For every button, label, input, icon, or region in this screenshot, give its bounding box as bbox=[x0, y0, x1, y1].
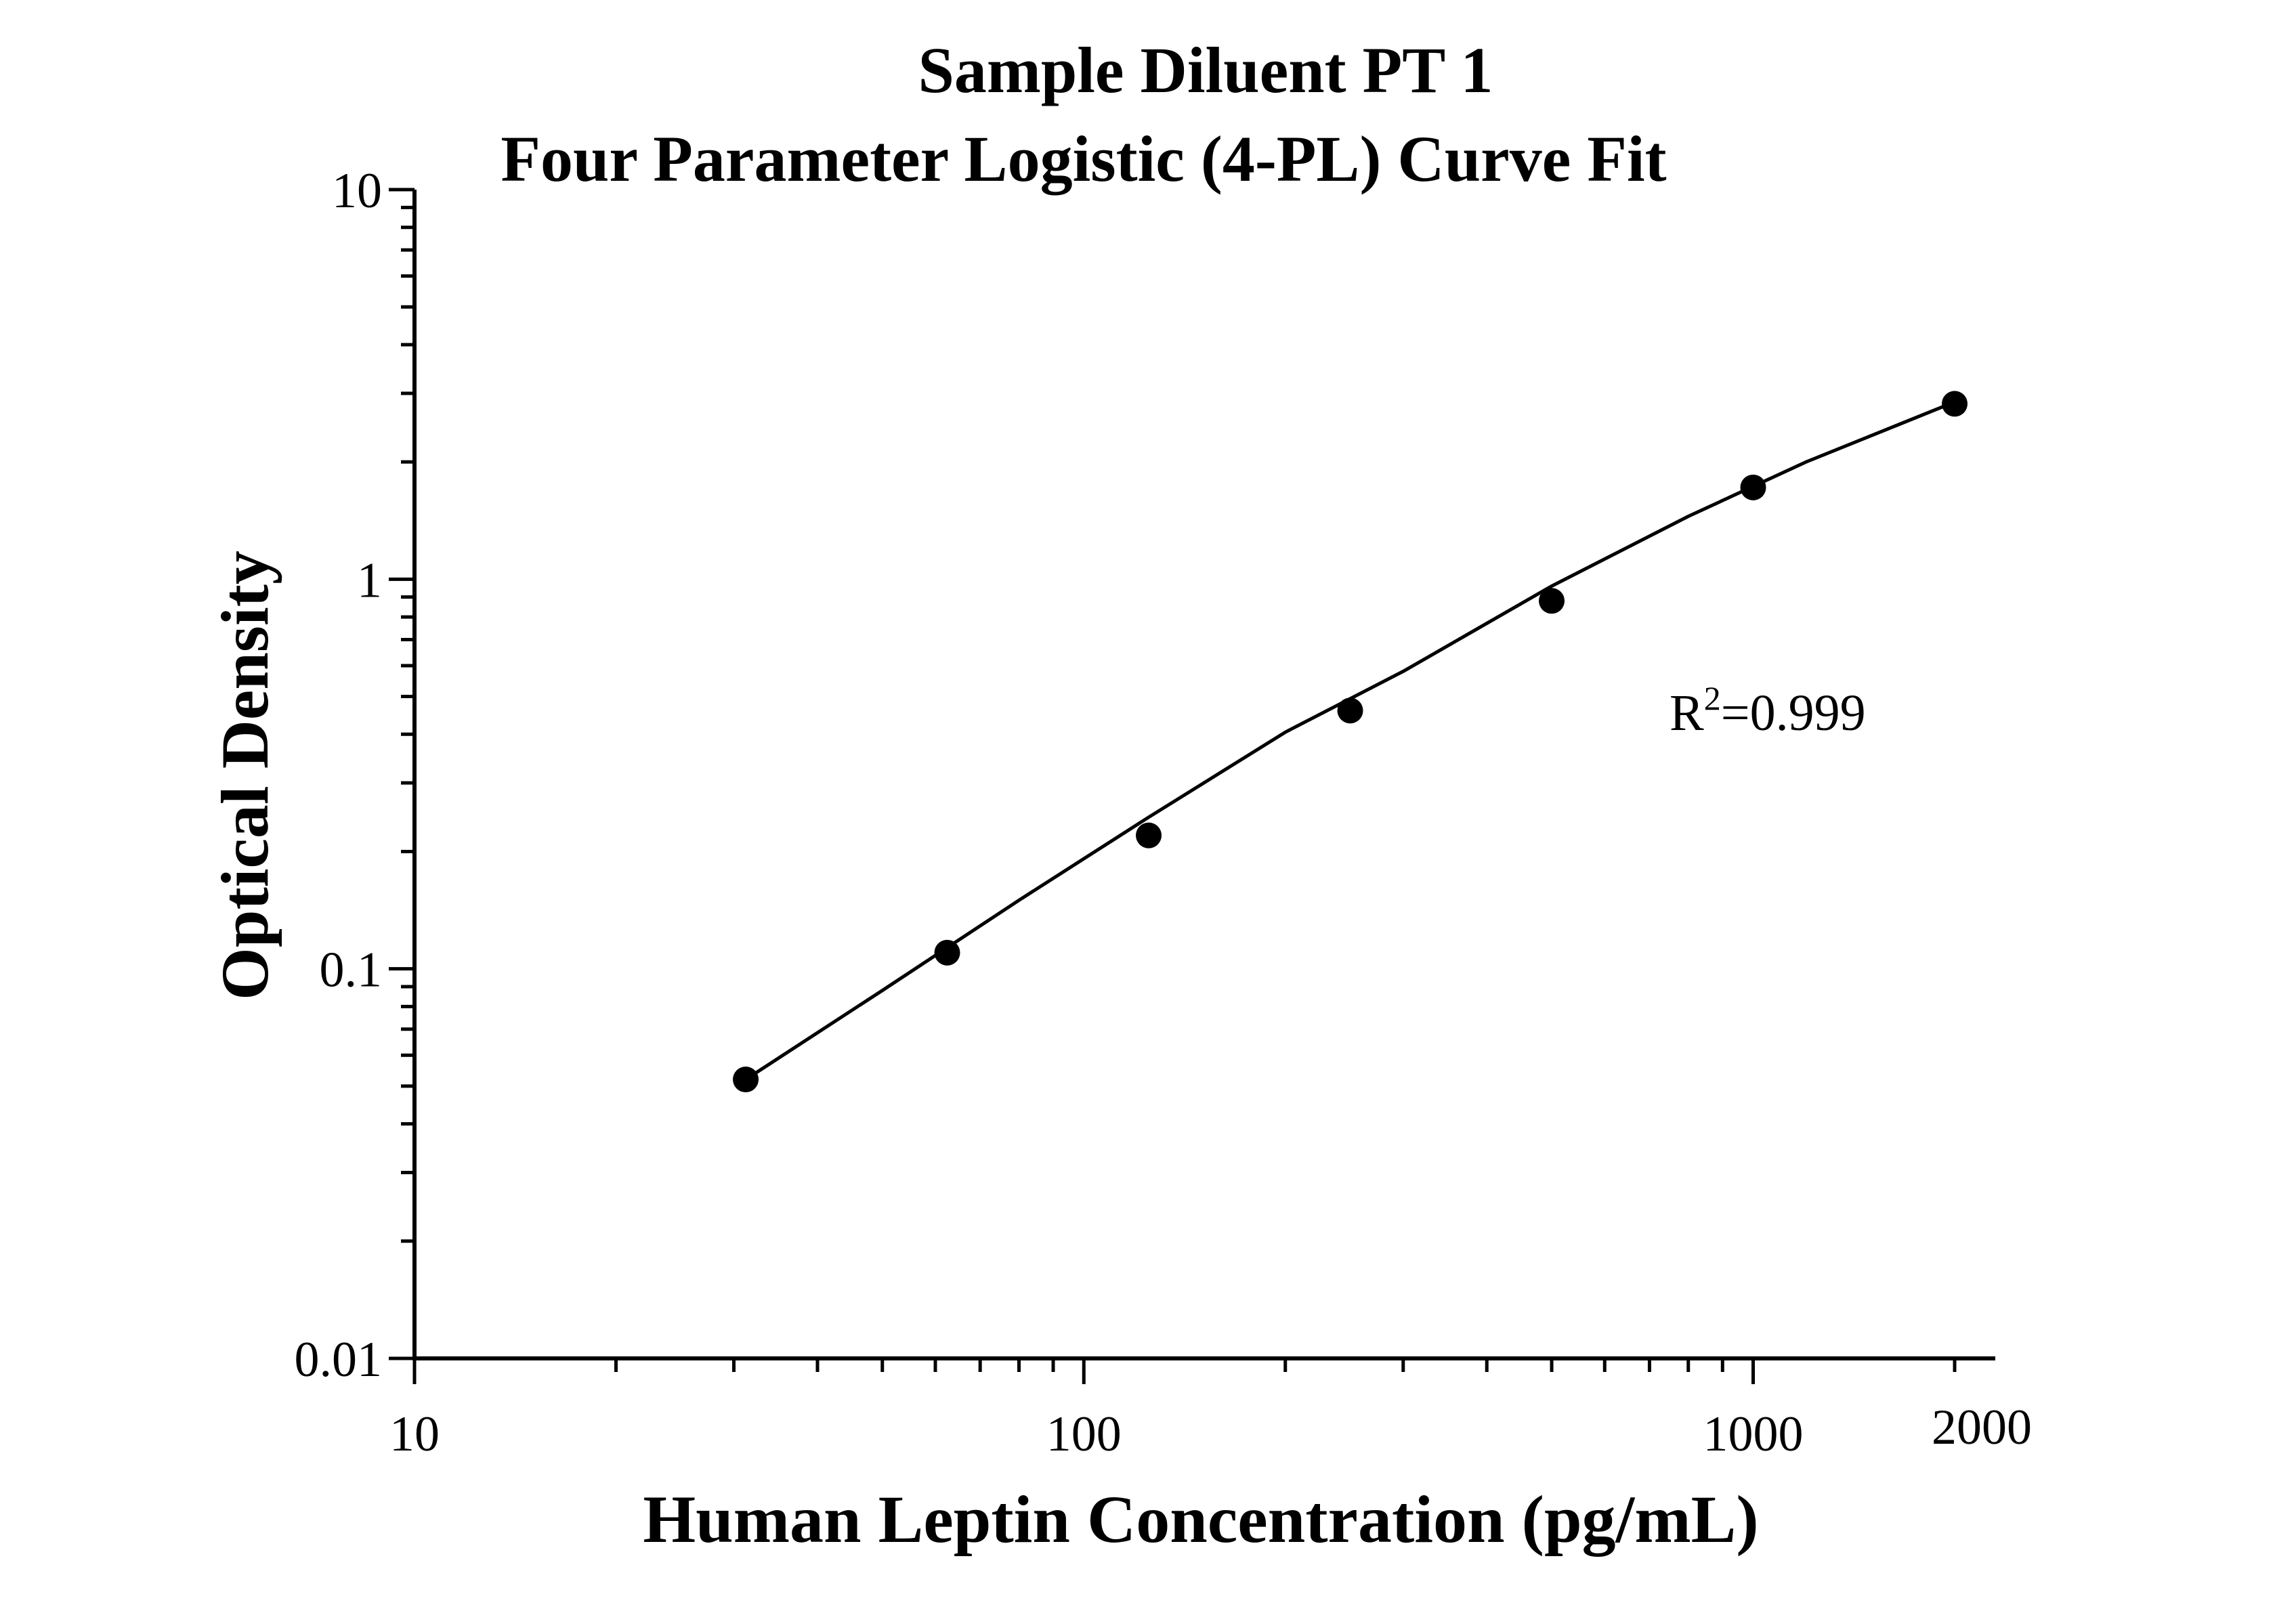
data-point bbox=[1740, 474, 1766, 500]
y-tick-label: 10 bbox=[332, 163, 382, 219]
y-tick-label: 0.01 bbox=[295, 1332, 383, 1388]
y-tick-label: 0.1 bbox=[320, 943, 383, 998]
y-axis-label: Optical Density bbox=[207, 551, 282, 1000]
data-point bbox=[1942, 391, 1968, 417]
data-point bbox=[1136, 822, 1162, 849]
r-squared-annotation: R2=0.999 bbox=[1670, 679, 1866, 742]
chart-subtitle: Four Parameter Logistic (4-PL) Curve Fit bbox=[501, 123, 1666, 195]
axes bbox=[412, 190, 1995, 1360]
x-tick-label: 10 bbox=[389, 1406, 440, 1462]
x-tick-label: 1000 bbox=[1703, 1406, 1804, 1462]
x-tick-label: 100 bbox=[1046, 1406, 1122, 1462]
data-points bbox=[733, 391, 1968, 1093]
data-point bbox=[1539, 588, 1565, 614]
x-tick-label: 2000 bbox=[1932, 1400, 2032, 1455]
chart-title: Sample Diluent PT 1 bbox=[918, 34, 1493, 106]
data-point bbox=[733, 1067, 759, 1093]
ticks: 0.01 0.1 1 10 10 100 1000 2000 bbox=[295, 163, 2033, 1462]
x-axis-label: Human Leptin Concentration (pg/mL) bbox=[643, 1482, 1758, 1557]
y-tick-label: 1 bbox=[357, 553, 382, 608]
data-point bbox=[934, 939, 960, 966]
data-point bbox=[1337, 697, 1363, 724]
